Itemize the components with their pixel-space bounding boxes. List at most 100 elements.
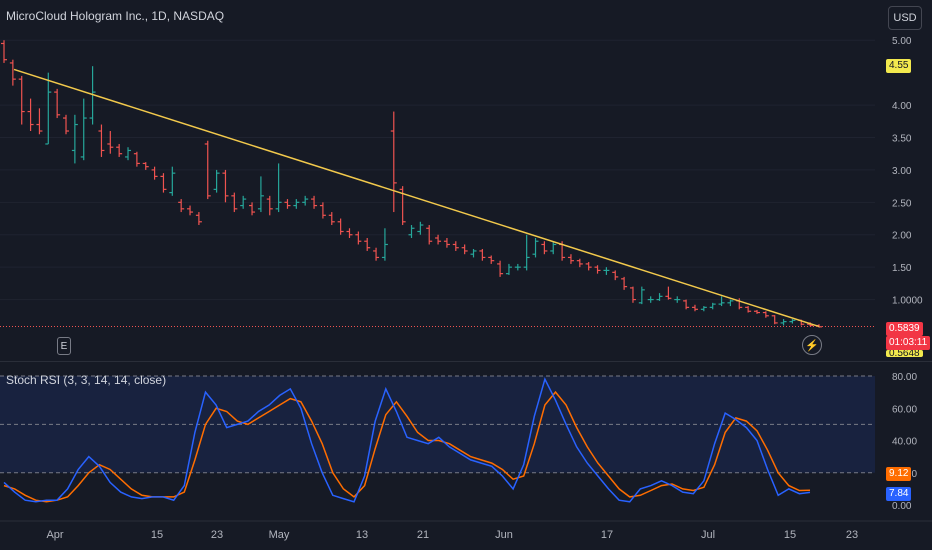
rsi-k-line <box>3 377 811 503</box>
ohlc-bar <box>293 199 300 209</box>
currency-button[interactable]: USD <box>888 6 922 30</box>
ohlc-bar <box>718 296 725 307</box>
ohlc-bar <box>89 66 96 125</box>
ohlc-bar <box>567 254 574 264</box>
time-tick-label: Jun <box>495 529 513 541</box>
price-tick-label: 3.50 <box>892 133 912 144</box>
ohlc-bar <box>160 173 167 193</box>
ohlc-bar <box>142 162 149 170</box>
ohlc-bar <box>435 234 442 245</box>
trend-line <box>13 68 821 328</box>
time-tick-label: 15 <box>784 529 796 541</box>
ohlc-bar <box>461 244 468 255</box>
ohlc-bar <box>284 199 291 209</box>
price-grid <box>0 39 875 301</box>
ohlc-bar <box>638 286 645 305</box>
partial-price-tag: 0.5648 <box>886 350 923 357</box>
ohlc-bar <box>541 241 548 255</box>
ohlc-bar <box>71 114 78 164</box>
ohlc-bar <box>709 302 716 310</box>
price-axis: 1.0000 1.50 2.00 2.50 3.00 3.50 4.00 5.00 <box>892 36 923 306</box>
rsi-tick-label: 80.00 <box>892 372 917 383</box>
ohlc-bar <box>18 75 25 125</box>
ohlc-bar <box>187 205 194 216</box>
ohlc-bar <box>576 258 583 268</box>
earnings-badge[interactable]: E <box>57 337 71 355</box>
ohlc-bar <box>204 140 211 200</box>
time-tick-label: Jul <box>701 529 715 541</box>
ohlc-bar <box>603 267 610 275</box>
ohlc-bar <box>745 306 752 313</box>
ohlc-bar <box>80 98 87 161</box>
price-tick-label: 5.00 <box>892 36 912 47</box>
price-tick-label: 3.00 <box>892 166 912 177</box>
last-price-tag: 0.5839 <box>886 322 923 336</box>
ohlc-bar <box>683 299 690 310</box>
ohlc-bar <box>266 195 273 216</box>
time-tick-label: 21 <box>417 529 429 541</box>
chart-title: MicroCloud Hologram Inc., 1D, NASDAQ <box>6 9 225 23</box>
time-tick-label: May <box>269 529 290 541</box>
rsi-k-tag: 7.84 <box>886 487 912 501</box>
ohlc-bar <box>355 231 362 245</box>
rsi-d-line <box>3 390 811 503</box>
ohlc-bar <box>133 151 140 167</box>
ohlc-bar <box>98 124 105 157</box>
ohlc-bar <box>125 147 132 161</box>
ohlc-bar <box>364 237 371 251</box>
ohlc-bar <box>302 195 309 206</box>
rsi-tick-label: 0.00 <box>892 501 912 512</box>
ohlc-bar <box>275 163 282 213</box>
ohlc-bar <box>178 199 185 213</box>
ohlc-bar <box>470 249 477 258</box>
ohlc-bar <box>417 221 424 235</box>
price-bars <box>1 40 822 328</box>
rsi-d-tag: 9.12 <box>886 467 912 481</box>
ohlc-bar <box>479 249 486 261</box>
countdown-tag: 01:03:11 <box>886 336 931 350</box>
time-tick-label: 15 <box>151 529 163 541</box>
price-tick-label: 1.0000 <box>892 296 923 307</box>
ohlc-bar <box>771 315 778 325</box>
ohlc-bar <box>346 228 353 238</box>
rsi-pane-separator <box>0 361 932 362</box>
ohlc-bar <box>523 234 530 271</box>
lightning-icon[interactable]: ⚡ <box>802 335 822 355</box>
ohlc-bar <box>169 166 176 196</box>
ohlc-bar <box>488 255 495 264</box>
ohlc-bar <box>151 166 158 180</box>
ohlc-bar <box>399 186 406 226</box>
ohlc-bar <box>443 237 450 248</box>
ohlc-bar <box>789 319 796 324</box>
trendline-price-tag: 4.55 <box>886 59 912 73</box>
ohlc-bar <box>54 88 61 119</box>
ohlc-bar <box>497 260 504 277</box>
ohlc-bar <box>594 265 601 274</box>
ohlc-bar <box>373 247 380 261</box>
ohlc-bar <box>674 296 681 303</box>
ohlc-bar <box>656 293 663 301</box>
price-tick-label: 2.00 <box>892 231 912 242</box>
ohlc-bar <box>9 59 16 86</box>
time-tick-label: 17 <box>601 529 613 541</box>
time-tick-label: 23 <box>211 529 223 541</box>
rsi-tick-label: 60.00 <box>892 404 917 415</box>
ohlc-bar <box>328 212 335 226</box>
ohlc-bar <box>257 176 264 213</box>
ohlc-bar <box>107 131 114 154</box>
ohlc-bar <box>426 225 433 245</box>
ohlc-bar <box>700 306 707 312</box>
ohlc-bar <box>249 202 256 216</box>
rsi-bands <box>0 375 875 474</box>
ohlc-bar <box>27 98 34 132</box>
ohlc-bar <box>1 40 7 63</box>
ohlc-bar <box>647 296 654 303</box>
ohlc-bar <box>629 286 636 303</box>
ohlc-bar <box>727 299 734 307</box>
ohlc-bar <box>452 241 459 251</box>
price-tick-label: 1.50 <box>892 263 912 274</box>
price-tick-label: 2.50 <box>892 198 912 209</box>
ohlc-bar <box>195 212 202 226</box>
rsi-title: Stoch RSI (3, 3, 14, 14, close) <box>6 373 167 387</box>
